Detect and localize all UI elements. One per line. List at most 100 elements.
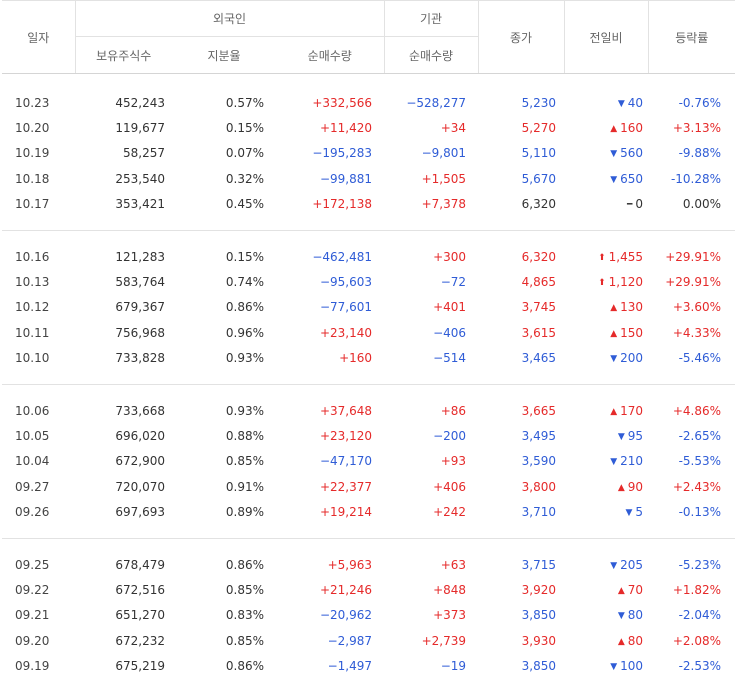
holdings-cell: 253,540 xyxy=(115,171,165,186)
change-cell: ▼ 5 xyxy=(564,499,648,524)
close-price-cell: 3,850 xyxy=(521,608,557,623)
col-ratio-header: 지분율 xyxy=(172,36,276,74)
holdings-cell: 733,828 xyxy=(115,351,165,366)
rate-cell: -5.53% xyxy=(678,454,722,469)
ratio-cell: 0.91% xyxy=(225,479,264,494)
triangle-up-icon: ▲ xyxy=(610,328,618,339)
table-row: 09.20 672,232 0.85% −2,987 +2,739 3,930 ▲ 80 +2.… xyxy=(2,628,735,653)
triangle-down-icon: ▼ xyxy=(610,457,618,468)
inst-net-cell: +1,505 xyxy=(421,171,467,186)
rate-cell: +29.91% xyxy=(665,249,722,264)
rate-cell: -5.46% xyxy=(678,351,722,366)
date-cell: 10.12 xyxy=(15,300,50,315)
rate-cell: +4.33% xyxy=(672,325,722,340)
date-cell: 09.25 xyxy=(15,557,50,572)
holdings-cell: 121,283 xyxy=(115,249,165,264)
inst-net-cell: +2,739 xyxy=(421,633,467,648)
table-row: 10.04 672,900 0.85% −47,170 +93 3,590 ▼ 210 -5.5… xyxy=(2,449,735,474)
triangle-up-icon: ▲ xyxy=(610,406,618,417)
col-foreign-net-header: 순매수량 xyxy=(276,36,385,74)
limit-up-arrow-icon: ⬆ xyxy=(598,252,606,263)
row-spacer xyxy=(2,384,736,385)
table-row: 09.25 678,479 0.86% +5,963 +63 3,715 ▼ 205 -5.23… xyxy=(2,552,735,577)
ratio-cell: 0.32% xyxy=(225,171,264,186)
rate-cell: +3.13% xyxy=(672,121,722,136)
rate-cell: +1.82% xyxy=(672,582,722,597)
table-row: 10.05 696,020 0.88% +23,120 −200 3,495 ▼ 95 -2.6… xyxy=(2,423,735,448)
foreign-net-cell: +21,246 xyxy=(319,582,373,597)
holdings-cell: 672,232 xyxy=(115,633,165,648)
spacer-cell xyxy=(2,385,735,398)
date-cell: 10.10 xyxy=(15,351,50,366)
date-cell: 10.19 xyxy=(15,146,50,161)
holdings-cell: 452,243 xyxy=(115,95,165,110)
triangle-up-icon: ▲ xyxy=(617,636,625,647)
row-spacer xyxy=(2,539,735,552)
holdings-cell: 119,677 xyxy=(115,121,165,136)
date-cell: 10.11 xyxy=(15,325,50,340)
date-cell: 10.23 xyxy=(15,95,50,110)
rate-cell: -2.65% xyxy=(678,428,722,443)
table-row: 10.20 119,677 0.15% +11,420 +34 5,270 ▲ 160 +3.1… xyxy=(2,115,735,140)
row-spacer xyxy=(2,230,736,231)
ratio-cell: 0.85% xyxy=(225,454,264,469)
triangle-down-icon: ▼ xyxy=(610,354,618,365)
ratio-cell: 0.74% xyxy=(225,275,264,290)
change-cell: ▼ 100 xyxy=(564,653,648,678)
holdings-cell: 672,516 xyxy=(115,582,165,597)
inst-net-cell: −9,801 xyxy=(421,146,467,161)
foreign-net-cell: −20,962 xyxy=(319,608,373,623)
table-row: 10.17 353,421 0.45% +172,138 +7,378 6,320 ━ 0 0.… xyxy=(2,192,735,217)
change-cell: ▲ 130 xyxy=(564,295,648,320)
col-change-header: 전일비 xyxy=(563,0,649,74)
spacer-cell xyxy=(2,217,735,231)
change-cell: ⬆ 1,455 xyxy=(564,244,648,269)
foreign-net-cell: −195,283 xyxy=(312,146,373,161)
triangle-up-icon: ▲ xyxy=(617,482,625,493)
foreign-net-cell: +5,963 xyxy=(327,557,373,572)
date-cell: 09.20 xyxy=(15,633,50,648)
rate-cell: -9.88% xyxy=(678,146,722,161)
date-cell: 09.26 xyxy=(15,505,50,520)
table-row: 09.21 651,270 0.83% −20,962 +373 3,850 ▼ 80 -2.0… xyxy=(2,603,735,628)
ratio-cell: 0.07% xyxy=(225,146,264,161)
change-value: 80 xyxy=(627,608,644,623)
date-cell: 09.19 xyxy=(15,659,50,674)
rate-cell: +29.91% xyxy=(665,275,722,290)
flat-dash-icon: ━ xyxy=(626,200,633,211)
inst-net-cell: −200 xyxy=(433,428,467,443)
date-cell: 10.04 xyxy=(15,454,50,469)
close-price-cell: 6,320 xyxy=(521,197,557,212)
triangle-down-icon: ▼ xyxy=(610,174,618,185)
change-value: 40 xyxy=(627,95,644,110)
foreign-net-cell: +19,214 xyxy=(319,505,373,520)
inst-net-cell: −19 xyxy=(440,659,467,674)
table-row: 09.22 672,516 0.85% +21,246 +848 3,920 ▲ 70 +1.8… xyxy=(2,577,735,602)
ratio-cell: 0.86% xyxy=(225,300,264,315)
inst-net-cell: +93 xyxy=(440,454,467,469)
rate-cell: +4.86% xyxy=(672,403,722,418)
foreign-net-cell: +22,377 xyxy=(319,479,373,494)
date-cell: 10.06 xyxy=(15,403,50,418)
holdings-cell: 678,479 xyxy=(115,557,165,572)
rate-cell: -2.53% xyxy=(678,659,722,674)
rate-cell: +2.43% xyxy=(672,479,722,494)
close-price-cell: 3,495 xyxy=(521,428,557,443)
rate-cell: -10.28% xyxy=(670,171,722,186)
change-value: 160 xyxy=(620,121,644,136)
row-spacer xyxy=(2,538,736,539)
triangle-down-icon: ▼ xyxy=(617,98,625,109)
inst-net-cell: −406 xyxy=(433,325,467,340)
inst-net-cell: +34 xyxy=(440,121,467,136)
change-value: 95 xyxy=(627,428,644,443)
table-row: 10.23 452,243 0.57% +332,566 −528,277 5,230 ▼ 4… xyxy=(2,90,735,115)
change-value: 80 xyxy=(627,633,644,648)
close-price-cell: 5,270 xyxy=(521,121,557,136)
close-price-cell: 3,920 xyxy=(521,582,557,597)
foreign-net-cell: +23,120 xyxy=(319,428,373,443)
inst-net-cell: +242 xyxy=(433,505,467,520)
change-cell: ▲ 90 xyxy=(564,474,648,499)
triangle-down-icon: ▼ xyxy=(617,431,625,442)
spacer-cell xyxy=(2,371,735,385)
close-price-cell: 3,745 xyxy=(521,300,557,315)
